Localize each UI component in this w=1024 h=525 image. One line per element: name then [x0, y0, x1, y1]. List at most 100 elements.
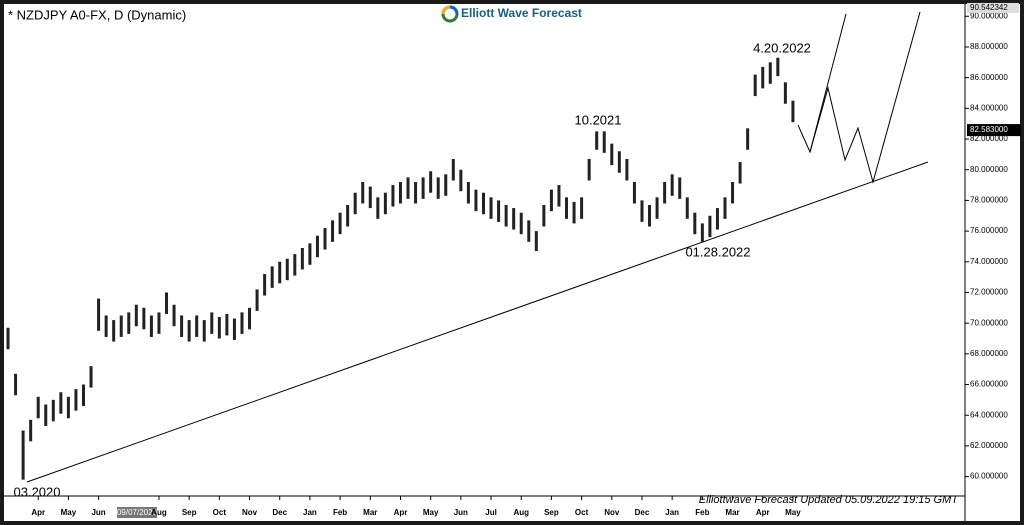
- price-bar: [459, 169, 463, 192]
- price-bar: [368, 186, 372, 209]
- price-bar: [315, 235, 319, 258]
- price-bar: [625, 158, 629, 181]
- price-bar: [59, 392, 63, 414]
- annotation: 03.2020: [14, 484, 61, 499]
- price-bar: [504, 205, 508, 227]
- y-tick-label: 86.000000: [970, 73, 1008, 82]
- price-bar: [248, 307, 252, 330]
- y-tick-label: 74.000000: [970, 257, 1008, 266]
- x-tick-label: Nov: [242, 508, 258, 517]
- price-bar: [74, 389, 78, 411]
- x-tick-label: Jan: [665, 508, 679, 517]
- price-bar: [293, 254, 297, 276]
- price-bar: [323, 228, 327, 250]
- price-bar: [21, 430, 25, 480]
- price-bar: [157, 312, 161, 334]
- price-bar: [791, 100, 795, 123]
- price-bar: [300, 247, 304, 270]
- price-bar: [768, 62, 772, 84]
- y-tick-label: 68.000000: [970, 349, 1008, 358]
- price-bar: [444, 174, 448, 196]
- chart-title: * NZDJPY A0-FX, D (Dynamic): [8, 7, 186, 22]
- x-tick-label: Mar: [725, 508, 739, 517]
- price-bar: [14, 373, 18, 396]
- price-bar: [119, 315, 123, 337]
- y-tick-label: 66.000000: [970, 380, 1008, 389]
- y-tick-label: 60.000000: [970, 472, 1008, 481]
- x-tick-label: Apr: [31, 508, 45, 517]
- last-price-box: [967, 124, 1021, 137]
- x-tick-label: Mar: [363, 508, 377, 517]
- price-bar: [451, 158, 455, 181]
- price-bar: [693, 212, 697, 235]
- price-bar: [429, 171, 433, 193]
- price-bar: [338, 212, 342, 235]
- price-bar: [512, 208, 516, 230]
- panel: [4, 4, 1020, 521]
- price-bar: [761, 66, 765, 89]
- price-bar: [165, 292, 169, 314]
- price-bar: [466, 181, 470, 204]
- price-bar: [6, 327, 10, 350]
- price-bar: [406, 177, 410, 199]
- y-tick-label: 76.000000: [970, 226, 1008, 235]
- cursor-box: [117, 507, 157, 518]
- price-bar: [134, 304, 138, 327]
- price-bar: [617, 151, 621, 173]
- price-bar: [632, 181, 636, 204]
- price-bar: [723, 197, 727, 219]
- annotation: 10.2021: [575, 112, 622, 127]
- price-bar: [655, 197, 659, 219]
- x-tick-label: Jul: [485, 508, 497, 517]
- price-bar: [210, 312, 214, 334]
- price-bar: [383, 192, 387, 215]
- price-bar: [497, 200, 501, 222]
- x-tick-label: Aug: [513, 508, 529, 517]
- x-tick-label: Dec: [635, 508, 650, 517]
- price-bar: [202, 320, 206, 342]
- cursor-date: 09/07/2020: [117, 508, 158, 517]
- y-tick-label: 70.000000: [970, 318, 1008, 327]
- x-tick-label: Jun: [454, 508, 468, 517]
- y-tick-label: 90.000000: [970, 11, 1008, 20]
- price-bar: [572, 201, 576, 224]
- x-tick-label: May: [423, 508, 439, 517]
- x-tick-label: Dec: [272, 508, 287, 517]
- top-price-box: [967, 2, 1019, 13]
- price-bar: [89, 366, 93, 388]
- price-bar: [308, 243, 312, 265]
- price-bar: [391, 185, 395, 207]
- y-tick-label: 80.000000: [970, 165, 1008, 174]
- price-bar: [142, 307, 146, 330]
- x-tick-label: Sep: [544, 508, 559, 517]
- annotation: 01.28.2022: [685, 244, 750, 259]
- y-tick-label: 78.000000: [970, 196, 1008, 205]
- footer: Elliottwave Forecast Updated 05.09.2022 …: [699, 494, 960, 506]
- logo: Elliott Wave Forecast: [441, 5, 582, 23]
- price-bar: [353, 192, 357, 215]
- x-tick-label: May: [61, 508, 77, 517]
- price-bar: [685, 197, 689, 219]
- price-bar: [640, 200, 644, 222]
- price-bar: [172, 304, 176, 327]
- price-bar: [346, 205, 350, 227]
- price-bar: [187, 320, 191, 342]
- x-tick-label: Apr: [394, 508, 408, 517]
- price-bar: [217, 317, 221, 339]
- price-bar: [81, 384, 85, 407]
- x-tick-label: May: [785, 508, 801, 517]
- price-bar: [670, 174, 674, 196]
- price-bar: [753, 74, 757, 97]
- price-bar: [331, 220, 335, 242]
- price-bar: [776, 57, 780, 77]
- y-tick-label: 62.000000: [970, 441, 1008, 450]
- price-bar: [195, 315, 199, 337]
- price-bar: [255, 289, 259, 311]
- price-bar: [240, 312, 244, 334]
- x-tick-label: Nov: [604, 508, 620, 517]
- logo-icon-part: [441, 5, 451, 15]
- price-bar: [715, 208, 719, 230]
- logo-icon-part: [449, 5, 459, 15]
- price-bar: [414, 181, 418, 204]
